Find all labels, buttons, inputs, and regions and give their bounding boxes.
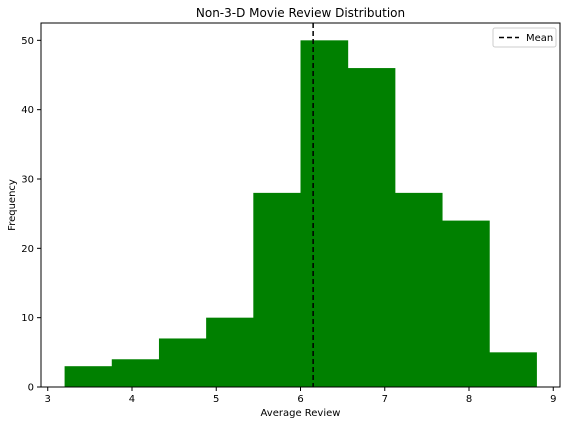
legend-entry-mean: Mean (526, 33, 553, 44)
x-tick-label: 7 (382, 394, 388, 405)
x-axis-label: Average Review (261, 408, 341, 419)
histogram-bar (111, 359, 160, 387)
bars-group (64, 40, 537, 388)
y-axis-ticks: 0 10 20 30 40 50 (21, 36, 41, 394)
x-tick-label: 8 (466, 394, 472, 405)
histogram-bar (158, 338, 207, 387)
chart-title: Non-3-D Movie Review Distribution (196, 6, 405, 20)
legend-box (492, 27, 557, 48)
x-axis-ticks: 3 4 5 6 7 8 9 (45, 387, 556, 405)
y-axis-label: Frequency (7, 179, 18, 231)
y-tick-label: 50 (21, 36, 34, 47)
y-tick-label: 40 (21, 105, 34, 116)
legend: Mean (492, 27, 557, 48)
histogram-bar (489, 352, 537, 387)
x-tick-label: 6 (297, 394, 303, 405)
x-tick-label: 4 (129, 394, 135, 405)
histogram-bar (206, 317, 254, 387)
histogram-bar (347, 68, 396, 388)
histogram-bar (64, 366, 113, 387)
histogram-bar (394, 192, 443, 387)
x-tick-label: 5 (213, 394, 219, 405)
histogram-bar (253, 192, 301, 387)
y-tick-label: 30 (21, 175, 34, 186)
x-tick-label: 3 (45, 394, 51, 405)
y-tick-label: 20 (21, 244, 34, 255)
histogram-bar (442, 220, 490, 387)
histogram-bar (300, 40, 349, 387)
y-tick-label: 0 (28, 383, 34, 394)
y-tick-label: 10 (21, 313, 34, 324)
x-tick-label: 9 (550, 394, 556, 405)
